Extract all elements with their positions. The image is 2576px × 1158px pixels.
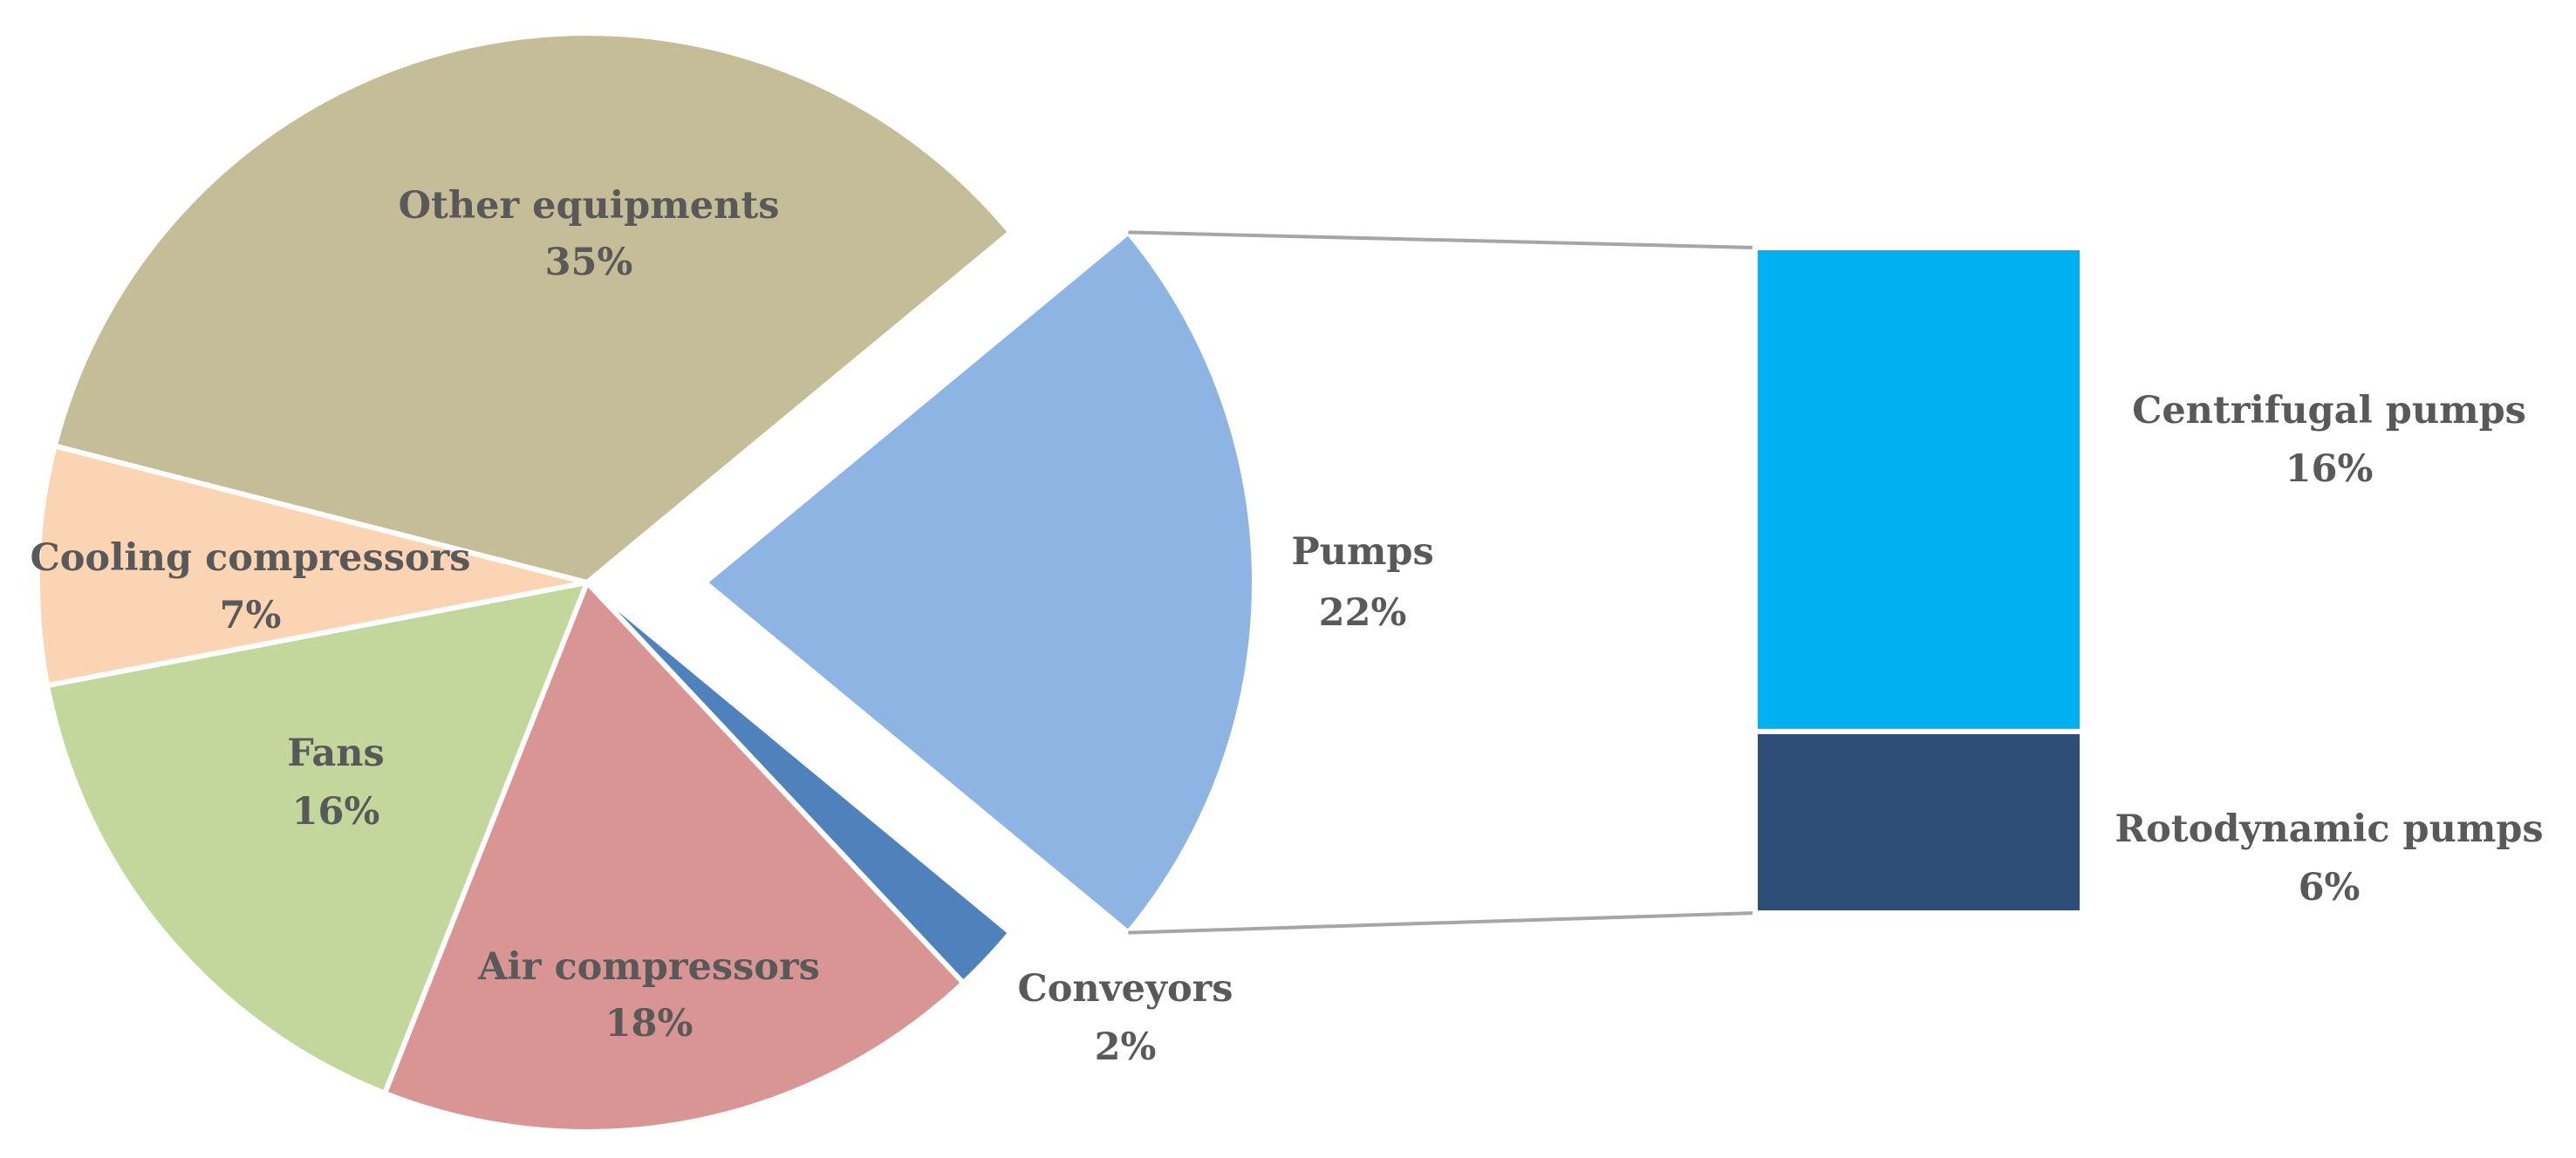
pie-slices <box>35 31 1257 1134</box>
slice-name-fans: Fans <box>287 732 385 775</box>
bar-segment-centrifugal-pumps <box>1753 245 2085 734</box>
slice-name-air-compressors: Air compressors <box>477 945 820 989</box>
bar-segment-rotodynamic-pumps <box>1753 728 2085 916</box>
slice-value-fans: 16% <box>292 790 380 834</box>
slice-label-conveyors: Conveyors 2% <box>1017 967 1233 1069</box>
slice-value-other-equipments: 35% <box>545 241 633 284</box>
slice-value-air-compressors: 18% <box>605 1002 694 1046</box>
bar-label-centrifugal-pumps: Centrifugal pumps 16% <box>2132 389 2526 491</box>
pie-slice-air-compressors <box>382 580 967 1134</box>
connector-line-bottom <box>1128 911 1756 935</box>
slice-label-other-equipments: Other equipments 35% <box>399 184 780 284</box>
slice-name-conveyors: Conveyors <box>1017 967 1233 1011</box>
slice-label-pumps: Pumps 22% <box>1291 530 1433 635</box>
breakdown-bar <box>1753 245 2085 916</box>
pie-slice-fans <box>44 580 590 1096</box>
bar-name-centrifugal-pumps: Centrifugal pumps <box>2132 389 2526 433</box>
pie-slice-cooling-compressors <box>35 443 590 689</box>
bar-label-rotodynamic-pumps: Rotodynamic pumps 6% <box>2115 807 2543 909</box>
slice-label-cooling-compressors: Cooling compressors 7% <box>31 536 471 637</box>
connector-line-top <box>1128 230 1756 249</box>
slice-value-conveyors: 2% <box>1095 1025 1157 1069</box>
slice-label-fans: Fans 16% <box>287 732 385 834</box>
slice-name-other-equipments: Other equipments <box>399 184 780 228</box>
bar-value-rotodynamic-pumps: 6% <box>2299 866 2361 909</box>
pie-slice-pumps <box>702 229 1257 936</box>
pie-slice-other-equipments <box>51 31 1014 585</box>
slice-name-pumps: Pumps <box>1291 530 1433 574</box>
slice-value-pumps: 22% <box>1319 591 1407 635</box>
breakdown-connector-lines <box>1128 230 1756 935</box>
bar-name-rotodynamic-pumps: Rotodynamic pumps <box>2115 807 2543 851</box>
bar-value-centrifugal-pumps: 16% <box>2286 447 2374 491</box>
slice-value-cooling-compressors: 7% <box>220 594 282 637</box>
slice-name-cooling-compressors: Cooling compressors <box>31 536 471 580</box>
slice-label-air-compressors: Air compressors 18% <box>477 945 820 1046</box>
